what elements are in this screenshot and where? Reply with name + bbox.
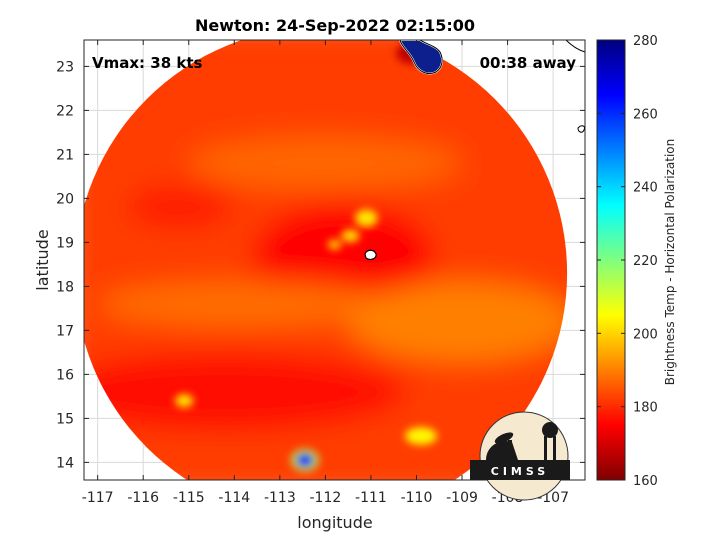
colorbar-tick-label: 260 bbox=[633, 107, 658, 122]
y-tick-label: 21 bbox=[56, 147, 74, 163]
swath-warm-band bbox=[348, 282, 568, 362]
y-tick-label: 15 bbox=[56, 411, 74, 427]
y-axis: 14 15 16 17 18 19 20 21 22 23 bbox=[56, 59, 585, 471]
colorbar-tick-label: 160 bbox=[633, 474, 658, 489]
swath-image bbox=[84, 40, 568, 480]
y-tick-label: 20 bbox=[56, 191, 74, 207]
coastline bbox=[364, 40, 585, 260]
y-tick-label: 19 bbox=[56, 235, 74, 251]
colorbar-tick-label: 280 bbox=[633, 34, 658, 49]
x-tick-label: -116 bbox=[127, 490, 159, 506]
logo-text: CIMSS bbox=[491, 465, 549, 478]
swath-warm-spot bbox=[341, 229, 360, 243]
colorbar-tick-label: 180 bbox=[633, 401, 658, 416]
island-outline bbox=[364, 249, 377, 260]
y-tick-label: 22 bbox=[56, 103, 74, 119]
colorbar-tick-label: 200 bbox=[633, 327, 658, 342]
swath-warm-spot bbox=[354, 209, 378, 227]
x-tick-label: -113 bbox=[264, 490, 296, 506]
swath-warm-spot bbox=[405, 427, 437, 445]
x-tick-label: -111 bbox=[355, 490, 387, 506]
axes-box bbox=[83, 39, 586, 481]
colorbar: 160 180 200 220 240 260 280 Brightness Temp - … bbox=[596, 34, 677, 489]
x-tick-label: -110 bbox=[401, 490, 433, 506]
time-offset-annotation: 00:38 away bbox=[480, 54, 577, 72]
x-tick-label: -114 bbox=[218, 490, 250, 506]
colorbar-label: Brightness Temp - Horizontal Polarizatio… bbox=[663, 139, 677, 386]
colorbar-gradient bbox=[596, 39, 626, 481]
y-tick-label: 17 bbox=[56, 323, 74, 339]
swath-cold-band bbox=[84, 352, 408, 432]
y-axis-label: latitude bbox=[33, 229, 52, 290]
y-tick-label: 16 bbox=[56, 367, 74, 383]
swath-warm-band bbox=[188, 136, 463, 190]
cimss-logo: CIMSS bbox=[470, 411, 570, 501]
x-tick-label: -117 bbox=[82, 490, 114, 506]
colorbar-ticks: 160 180 200 220 240 260 280 bbox=[597, 34, 658, 489]
swath-warm-band bbox=[97, 282, 390, 326]
x-tick-label: -115 bbox=[173, 490, 205, 506]
swath-warm-spot bbox=[175, 394, 194, 408]
y-tick-label: 18 bbox=[56, 279, 74, 295]
y-tick-label: 23 bbox=[56, 59, 74, 75]
swath-cold-patch bbox=[124, 185, 235, 230]
swath-cold-core bbox=[252, 202, 435, 309]
colorbar-tick-label: 220 bbox=[633, 254, 658, 269]
chart-title: Newton: 24-Sep-2022 02:15:00 bbox=[195, 16, 475, 35]
swath-hot-spot bbox=[296, 453, 314, 467]
x-axis-label: longitude bbox=[297, 513, 372, 532]
vmax-annotation: Vmax: 38 kts bbox=[92, 54, 202, 72]
x-tick-label: -109 bbox=[446, 490, 478, 506]
colorbar-tick-label: 240 bbox=[633, 181, 658, 196]
x-tick-label: -112 bbox=[310, 490, 342, 506]
y-tick-label: 14 bbox=[56, 455, 74, 471]
swath-warm-spot bbox=[327, 239, 342, 250]
